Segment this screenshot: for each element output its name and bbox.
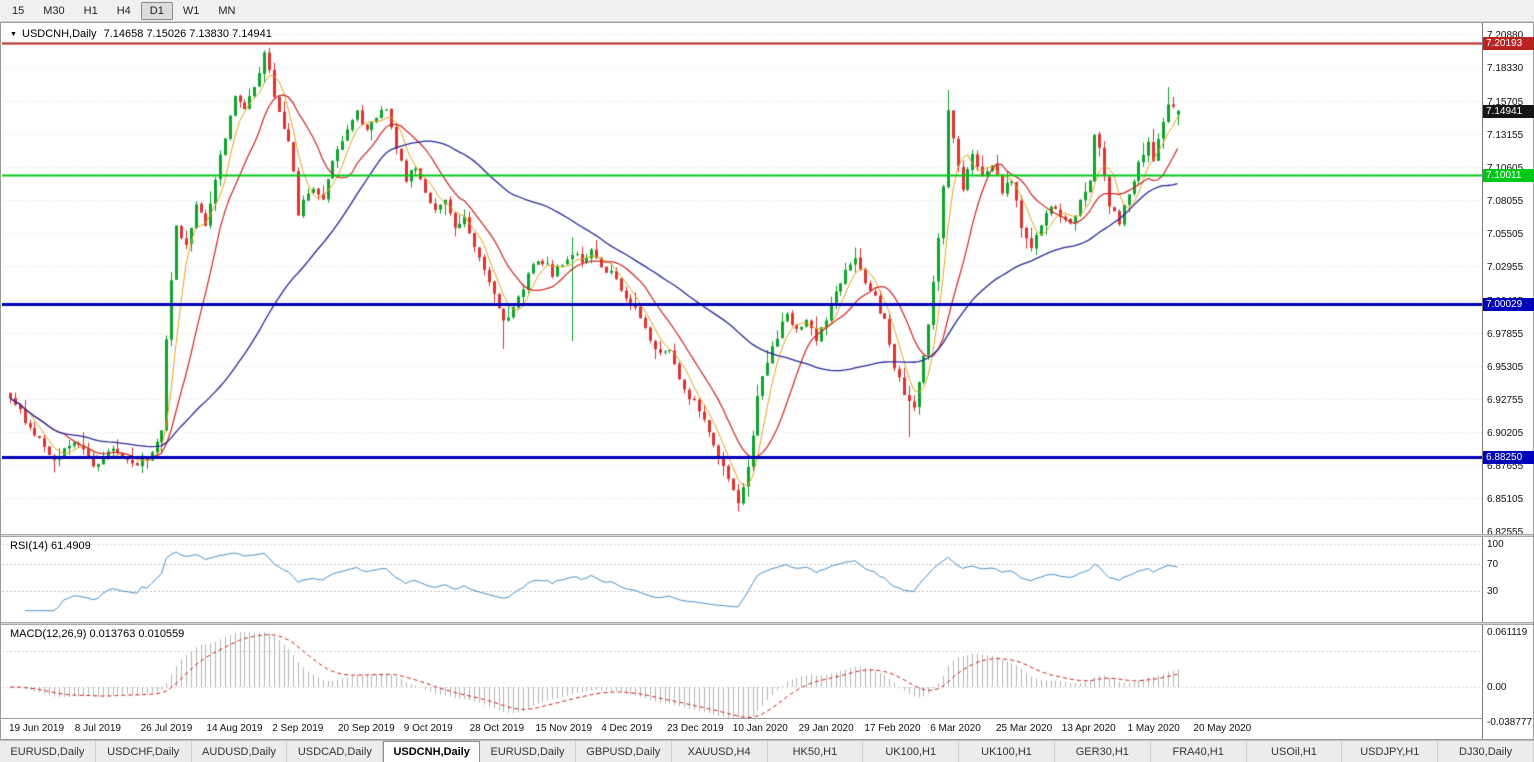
rsi-pane: RSI(14) 61.4909	[2, 537, 1482, 622]
time-axis-label: 20 May 2020	[1193, 723, 1252, 734]
timeframe-button-h1[interactable]: H1	[83, 4, 98, 17]
price-scale-tick: 7.10605	[1487, 163, 1523, 174]
chart-tab-usdchf-daily[interactable]: USDCHF,Daily	[96, 741, 192, 762]
time-axis-label: 28 Oct 2019	[469, 723, 525, 734]
chart-tab-fra40-h1[interactable]: FRA40,H1	[1151, 741, 1247, 762]
price-level-badge: 7.20193	[1483, 36, 1534, 50]
macd-scale-tick: -0.038777	[1487, 716, 1533, 728]
macd-indicator-label: MACD(12,26,9) 0.013763 0.010559	[10, 628, 185, 640]
timeframe-toolbar: 15 M30 H1 H4 D1 W1 MN	[0, 0, 1534, 22]
macd-scale-tick: 0.061119	[1487, 626, 1528, 638]
price-pane: ▼ USDCNH,Daily 7.14658 7.15026 7.13830 7…	[2, 23, 1482, 534]
chart-tab-usdcad-daily[interactable]: USDCAD,Daily	[287, 741, 384, 762]
chart-title: ▼ USDCNH,Daily 7.14658 7.15026 7.13830 7…	[10, 28, 272, 40]
time-axis-label: 8 Jul 2019	[74, 723, 121, 734]
price-scale-tick: 6.90205	[1487, 427, 1524, 439]
timeframe-button-h4[interactable]: H4	[116, 4, 131, 17]
rsi-scale-tick: 70	[1487, 559, 1499, 570]
chart-window: ▼ USDCNH,Daily 7.14658 7.15026 7.13830 7…	[0, 22, 1534, 740]
timeframe-button-mn[interactable]: MN	[218, 4, 236, 17]
chart-tab-dj30-daily[interactable]: DJ30,Daily	[1438, 741, 1534, 762]
time-axis-label: 1 May 2020	[1127, 723, 1180, 734]
chart-tab-audusd-daily[interactable]: AUDUSD,Daily	[192, 741, 288, 762]
macd-chart-canvas[interactable]	[2, 625, 1482, 718]
price-scale-tick: 7.18330	[1487, 63, 1524, 75]
chart-tab-xauusd-h4[interactable]: XAUUSD,H4	[672, 741, 768, 762]
macd-scale-tick: 0.00	[1487, 682, 1507, 693]
time-axis[interactable]: 19 Jun 2019 8 Jul 2019 26 Jul 2019 14 Aug 2…	[1, 718, 1482, 739]
macd-pane: MACD(12,26,9) 0.013763 0.010559	[2, 625, 1482, 718]
price-scale-tick: 6.97855	[1487, 328, 1524, 340]
chart-tab-ger30-h1[interactable]: GER30,H1	[1055, 741, 1151, 762]
price-scale-tick: 7.15705	[1487, 97, 1524, 109]
rsi-chart-canvas[interactable]	[2, 537, 1482, 622]
time-axis-label: 10 Jan 2020	[732, 723, 788, 734]
price-level-badge: 7.14941	[1483, 105, 1534, 119]
chart-ohlc-values: 7.14658 7.15026 7.13830 7.14941	[103, 28, 272, 40]
price-scale-tick: 7.08055	[1487, 196, 1524, 208]
chart-symbol-label: USDCNH,Daily	[22, 28, 97, 40]
time-axis-label: 2 Sep 2019	[272, 723, 324, 734]
price-scale-tick: 6.92755	[1487, 394, 1524, 406]
chart-tab-usoil-h1[interactable]: USOil,H1	[1247, 741, 1343, 762]
price-scale-tick: 6.87655	[1487, 460, 1524, 472]
chart-tab-hk50-h1[interactable]: HK50,H1	[768, 741, 864, 762]
price-scale[interactable]: 7.20880 7.18330 7.15705 7.13155 7.10605 7.080…	[1482, 23, 1534, 739]
chart-tab-usdjpy-h1[interactable]: USDJPY,H1	[1342, 741, 1439, 762]
price-scale-tick: 7.13155	[1487, 130, 1524, 142]
chart-tabbar: EURUSD,Daily USDCHF,Daily AUDUSD,Daily USDC…	[0, 740, 1534, 762]
price-scale-tick: 7.02955	[1487, 262, 1524, 274]
price-level-badge: 7.00029	[1483, 298, 1534, 312]
time-axis-label: 9 Oct 2019	[403, 723, 453, 734]
chart-tab-usdcnh-daily[interactable]: USDCNH,Daily	[383, 741, 481, 762]
rsi-scale-tick: 100	[1487, 539, 1504, 550]
chart-tab-uk100-h1[interactable]: UK100,H1	[959, 741, 1055, 762]
rsi-scale-tick: 30	[1487, 585, 1499, 597]
price-scale-tick: 6.95305	[1487, 361, 1524, 373]
time-axis-label: 19 Jun 2019	[9, 723, 65, 734]
symbol-dropdown-icon[interactable]: ▼	[10, 31, 17, 38]
time-axis-label: 25 Mar 2020	[996, 723, 1053, 734]
timeframe-button-m30[interactable]: M30	[43, 4, 65, 17]
time-axis-label: 29 Jan 2020	[798, 723, 854, 734]
chart-tab-uk100-h1[interactable]: UK100,H1	[863, 741, 960, 762]
price-level-badge: 7.10011	[1483, 168, 1534, 182]
time-axis-label: 14 Aug 2019	[206, 723, 263, 734]
time-axis-label: 23 Dec 2019	[667, 723, 724, 734]
chart-tab-eurusd-daily[interactable]: EURUSD,Daily	[480, 741, 576, 762]
chart-tab-eurusd-daily[interactable]: EURUSD,Daily	[0, 741, 96, 762]
price-level-badge: 6.88250	[1483, 451, 1534, 465]
time-axis-label: 26 Jul 2019	[140, 723, 193, 734]
pane-separator[interactable]	[1, 534, 1533, 537]
time-axis-label: 4 Dec 2019	[601, 723, 653, 734]
timeframe-button-w1[interactable]: W1	[182, 4, 200, 17]
timeframe-button-d1[interactable]: D1	[140, 1, 173, 20]
time-axis-label: 17 Feb 2020	[864, 723, 921, 734]
time-axis-label: 13 Apr 2020	[1061, 723, 1116, 734]
chart-tab-gbpusd-daily[interactable]: GBPUSD,Daily	[576, 741, 672, 762]
time-axis-label: 20 Sep 2019	[338, 723, 395, 734]
time-axis-label: 15 Nov 2019	[535, 723, 593, 734]
pane-separator[interactable]	[1, 622, 1533, 625]
rsi-indicator-label: RSI(14) 61.4909	[10, 540, 91, 552]
price-scale-tick: 7.05505	[1487, 229, 1524, 241]
price-chart-canvas[interactable]	[2, 23, 1482, 534]
price-scale-tick: 7.20880	[1487, 30, 1524, 42]
price-scale-tick: 6.85105	[1487, 493, 1524, 505]
timeframe-button-15[interactable]: 15	[12, 4, 25, 17]
price-scale-tick: 6.82555	[1487, 526, 1524, 538]
time-axis-label: 6 Mar 2020	[930, 723, 981, 734]
